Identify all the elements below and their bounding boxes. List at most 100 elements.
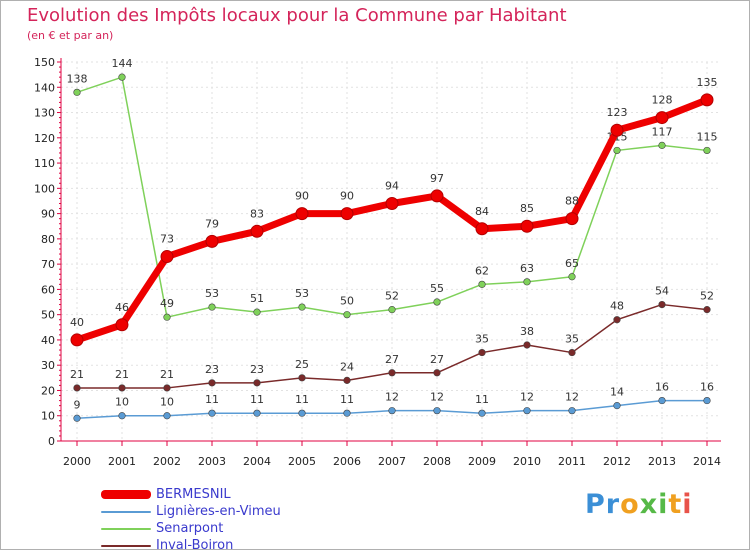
data-label: 27	[430, 353, 444, 366]
legend-item: Lignières-en-Vimeu	[101, 503, 281, 520]
data-point	[298, 374, 306, 382]
data-point	[385, 196, 399, 210]
data-point	[208, 303, 216, 311]
data-label: 10	[115, 396, 129, 409]
data-point	[658, 300, 666, 309]
data-point	[343, 376, 351, 384]
data-point	[610, 123, 624, 137]
x-tick-label: 2001	[108, 455, 136, 468]
data-point	[298, 409, 306, 417]
data-label: 27	[385, 353, 399, 366]
data-label: 10	[160, 396, 174, 409]
legend-label: BERMESNIL	[156, 487, 231, 502]
x-tick-label: 2005	[288, 455, 316, 468]
y-tick-label: 50	[41, 309, 55, 322]
data-label: 90	[340, 190, 354, 203]
data-label: 16	[655, 381, 669, 394]
data-label: 24	[340, 360, 354, 373]
data-label: 40	[70, 316, 84, 329]
data-label: 138	[67, 72, 88, 85]
logo-letter: r	[605, 489, 621, 520]
data-label: 25	[295, 358, 309, 371]
y-tick-label: 140	[34, 81, 55, 94]
data-label: 35	[565, 333, 579, 346]
y-tick-label: 120	[34, 132, 55, 145]
y-tick-label: 100	[34, 182, 55, 195]
y-tick-label: 0	[48, 435, 55, 448]
data-point	[433, 298, 441, 306]
data-label: 144	[112, 57, 133, 70]
y-tick-label: 130	[34, 107, 55, 120]
data-label: 23	[250, 363, 264, 376]
data-point	[298, 303, 306, 311]
x-tick-label: 2006	[333, 455, 361, 468]
data-point	[703, 396, 711, 405]
data-point	[343, 311, 351, 319]
y-tick-label: 150	[34, 56, 55, 69]
logo-letter: P	[585, 489, 606, 520]
data-label: 38	[520, 325, 534, 338]
data-point	[430, 189, 444, 203]
data-point	[613, 146, 621, 155]
data-point	[478, 280, 486, 288]
data-point	[613, 402, 621, 410]
data-point	[73, 384, 81, 392]
data-label: 73	[160, 233, 174, 246]
data-point	[253, 379, 261, 387]
data-point	[73, 414, 81, 422]
data-label: 54	[655, 285, 669, 298]
legend-item: Senarpont	[101, 520, 281, 537]
data-point	[523, 341, 531, 349]
data-point	[340, 207, 354, 221]
data-point	[250, 224, 264, 238]
data-label: 21	[160, 368, 174, 381]
chart-subtitle: (en € et par an)	[27, 29, 114, 42]
legend-swatch	[101, 527, 151, 530]
data-label: 115	[697, 130, 718, 143]
data-label: 63	[520, 262, 534, 275]
data-label: 48	[610, 300, 624, 313]
x-tick-label: 2012	[603, 455, 631, 468]
legend-swatch	[101, 490, 151, 499]
data-point	[523, 407, 531, 415]
logo-letter: i	[658, 489, 669, 520]
data-point	[565, 212, 579, 226]
data-label: 14	[610, 386, 624, 399]
data-label: 85	[520, 202, 534, 215]
data-label: 62	[475, 264, 489, 277]
y-tick-label: 80	[41, 233, 55, 246]
data-point	[160, 250, 174, 264]
logo-letter: x	[639, 489, 659, 520]
data-point	[115, 318, 129, 332]
y-tick-label: 40	[41, 334, 55, 347]
data-label: 11	[205, 393, 219, 406]
data-point	[568, 407, 576, 415]
data-label: 52	[700, 290, 714, 303]
data-point	[478, 409, 486, 417]
logo-letter: i	[682, 489, 693, 520]
x-tick-label: 2003	[198, 455, 226, 468]
data-label: 21	[70, 368, 84, 381]
data-label: 50	[340, 295, 354, 308]
x-tick-label: 2000	[63, 455, 91, 468]
data-point	[163, 384, 171, 392]
data-point	[388, 306, 396, 314]
y-tick-label: 60	[41, 283, 55, 296]
x-tick-label: 2007	[378, 455, 406, 468]
data-label: 11	[295, 393, 309, 406]
data-point	[343, 409, 351, 417]
x-tick-label: 2014	[693, 455, 721, 468]
logo-letter: o	[620, 489, 640, 520]
data-label: 12	[385, 391, 399, 404]
data-point	[523, 278, 531, 286]
data-label: 97	[430, 172, 444, 185]
data-point	[388, 369, 396, 377]
data-label: 52	[385, 290, 399, 303]
data-point	[253, 308, 261, 316]
data-point	[118, 384, 126, 392]
legend-swatch	[101, 544, 151, 547]
y-tick-label: 70	[41, 258, 55, 271]
x-tick-label: 2011	[558, 455, 586, 468]
data-label: 117	[652, 125, 673, 138]
